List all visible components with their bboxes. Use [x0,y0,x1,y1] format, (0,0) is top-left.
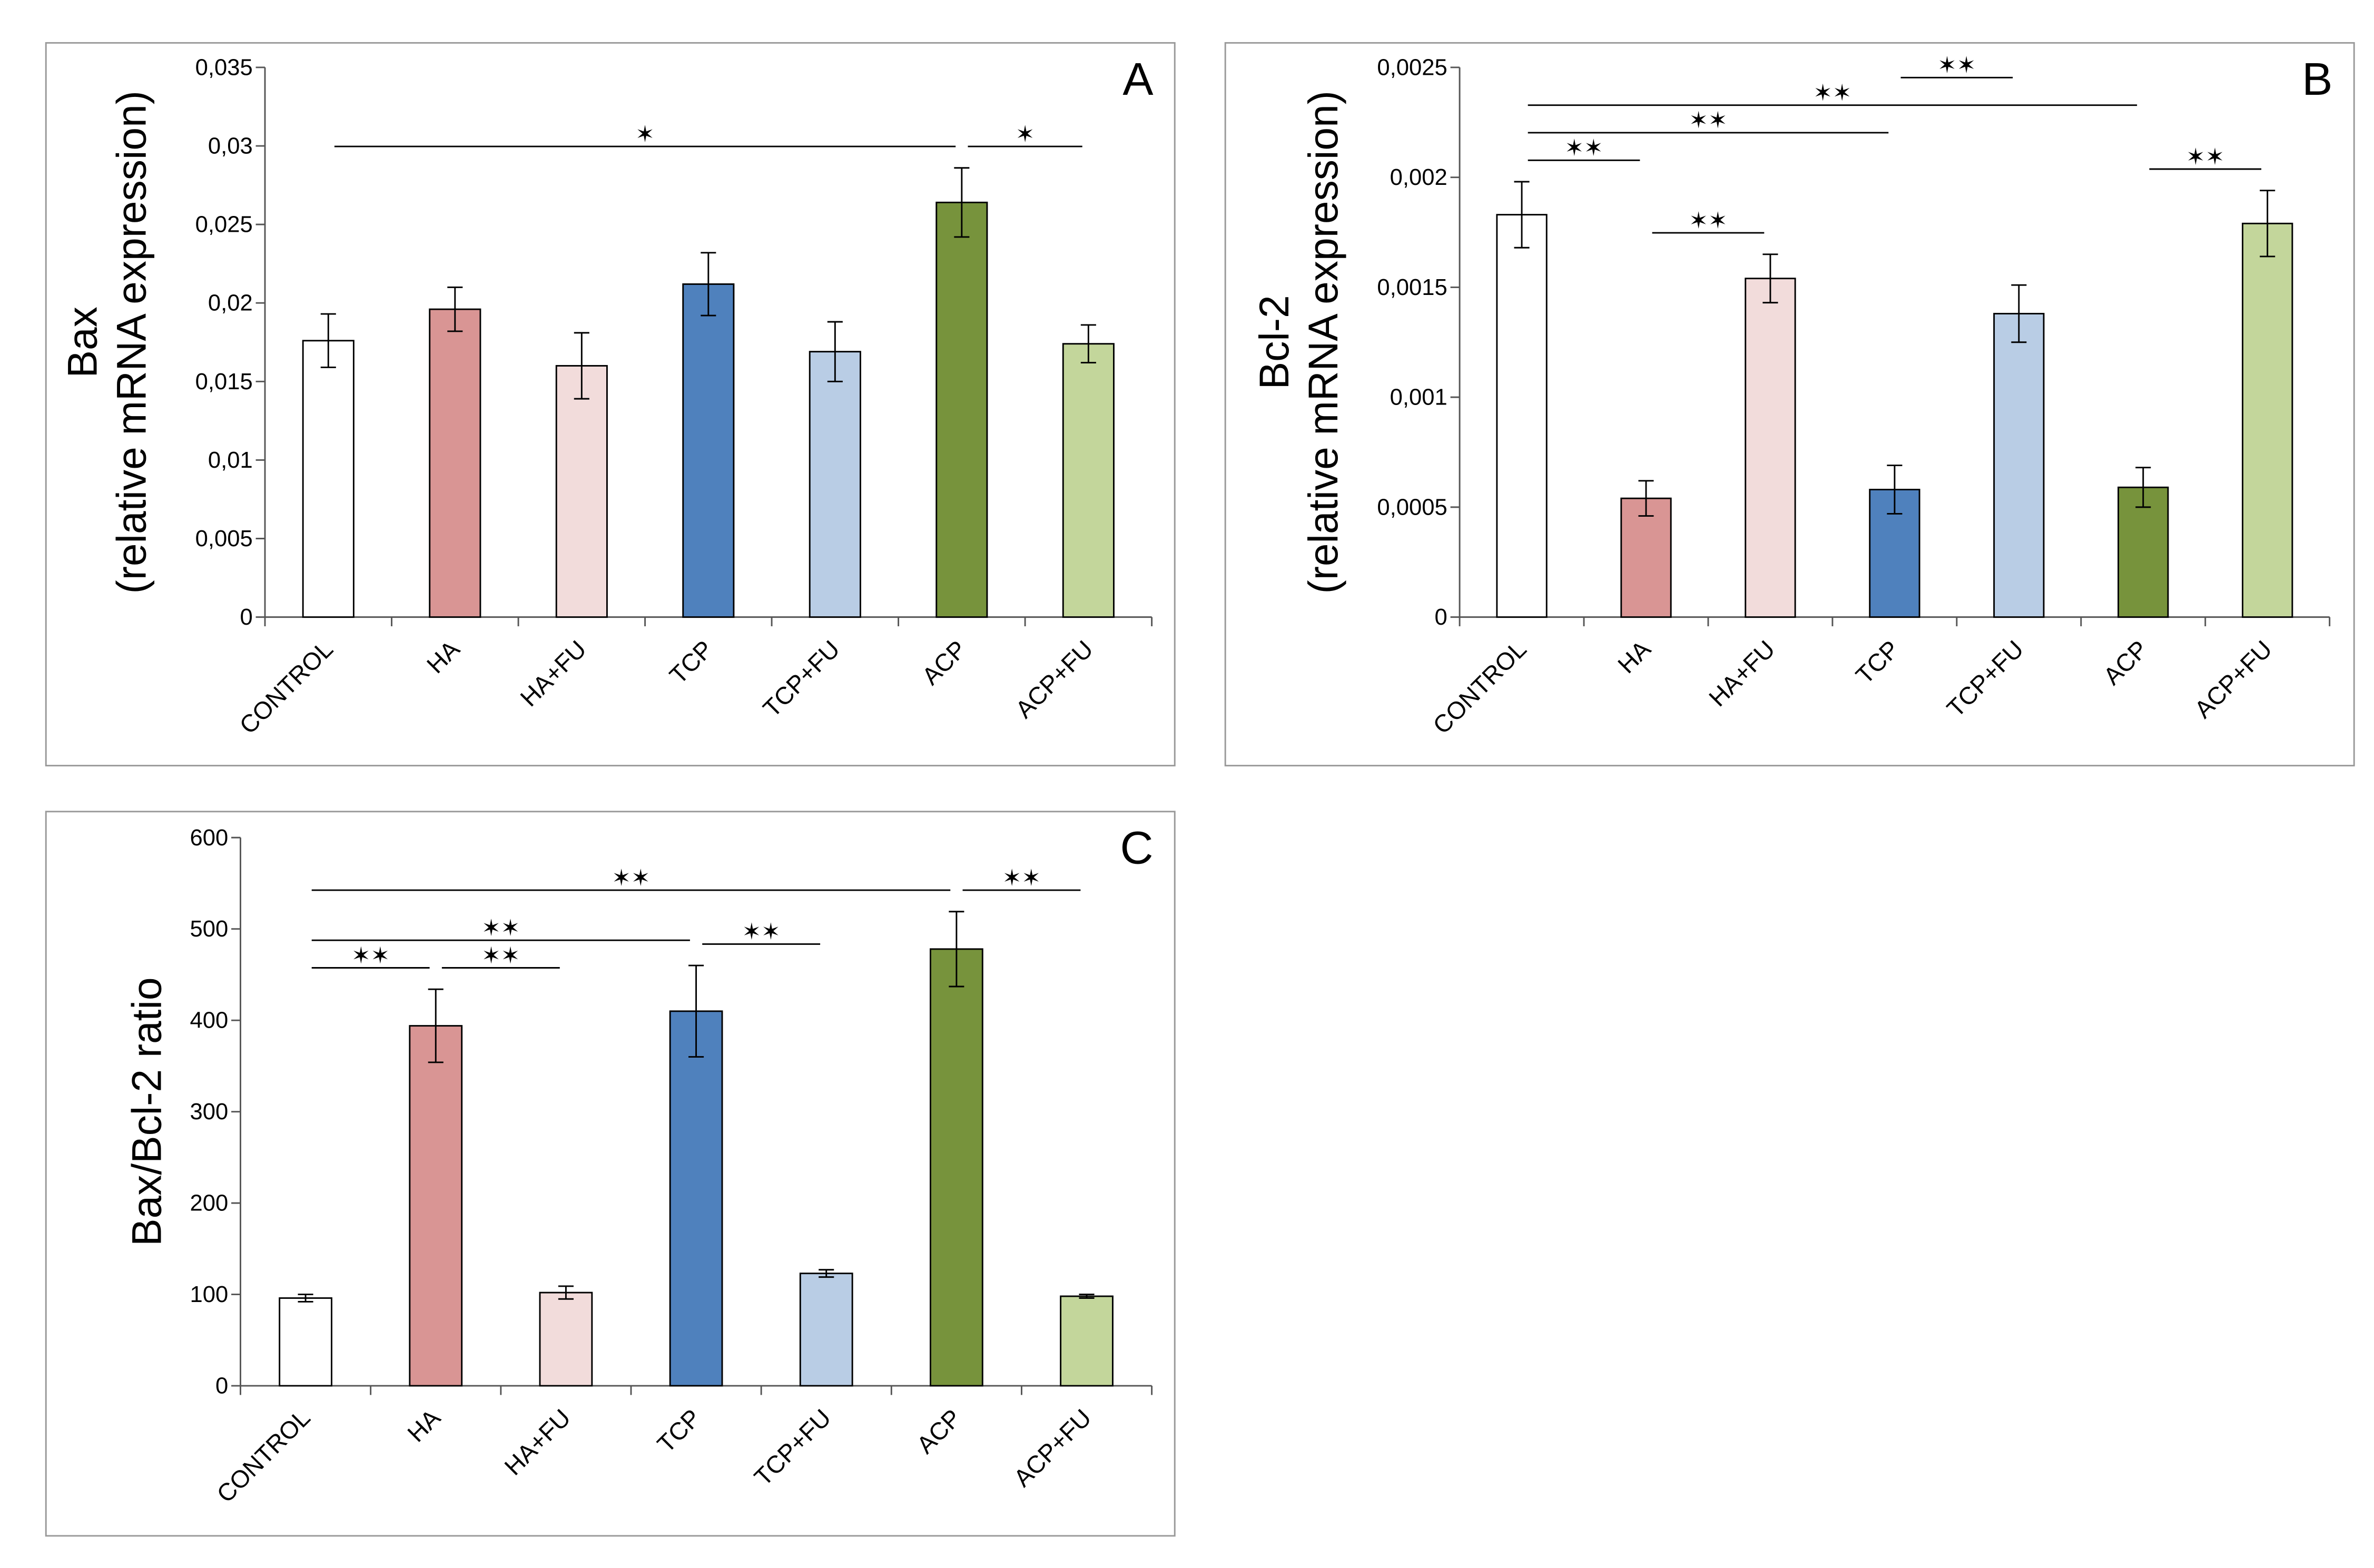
y-tick-label: 0,0005 [1377,495,1447,520]
error-bar [428,988,444,1063]
y-tick-label: 100 [190,1282,228,1307]
bar [929,948,983,1387]
significance-marker: ✶✶ [481,943,520,969]
bar [799,1273,853,1387]
bar [1060,1295,1114,1387]
bar [539,1291,593,1387]
panel-label: B [2302,54,2332,105]
bar [1062,343,1115,618]
panel-label: C [1120,823,1154,874]
y-axis-label: Bcl-2 [1251,295,1297,389]
y-tick-label: 200 [190,1191,228,1216]
bar [2242,222,2293,618]
bar [1745,278,1796,618]
significance-marker: ✶✶ [1689,208,1727,234]
error-bar [2260,190,2276,258]
bar [279,1297,332,1387]
significance-marker: ✶✶ [1002,865,1041,891]
significance-marker: ✶✶ [351,943,390,969]
error-bar [320,313,336,368]
bar [555,365,608,618]
panel-label: A [1122,54,1153,105]
y-axis-label: Bax/Bcl-2 ratio [124,977,170,1246]
bar [1993,313,2045,618]
y-tick-label: 0,03 [208,134,253,159]
error-bar [1514,181,1530,249]
y-tick-label: 0 [1435,605,1447,630]
y-tick-label: 0,035 [195,55,253,80]
y-tick-label: 0,0015 [1377,275,1447,300]
y-tick-label: 0 [240,605,253,630]
significance-marker: ✶✶ [612,865,650,891]
y-tick-label: 600 [190,825,228,851]
error-bar [819,1269,834,1278]
error-bar [1762,253,1778,304]
significance-marker: ✶✶ [2186,144,2224,170]
y-tick-label: 0,02 [208,291,253,316]
y-tick-label: 0,005 [195,526,253,551]
y-tick-label: 500 [190,916,228,942]
y-tick-label: 0 [215,1374,228,1399]
error-bar [1887,465,1903,515]
panel-frame [45,811,1176,1537]
error-bar [1638,480,1654,517]
bar [682,283,735,618]
y-axis-label: (relative mRNA expression) [1300,91,1346,594]
error-bar [574,332,589,400]
y-tick-label: 300 [190,1099,228,1125]
bar [409,1025,463,1387]
y-tick-label: 400 [190,1008,228,1033]
y-tick-label: 0,01 [208,448,253,473]
y-tick-label: 0,001 [1390,385,1447,410]
error-bar [2011,284,2027,343]
significance-marker: ✶✶ [1813,80,1851,106]
y-tick-label: 0,015 [195,369,253,395]
error-bar [827,321,843,382]
error-bar [447,286,463,332]
error-bar [701,252,716,317]
error-bar [688,964,704,1058]
y-tick-label: 0,0025 [1377,55,1447,80]
error-bar [298,1294,313,1303]
significance-marker: ✶ [1016,121,1035,147]
bar [302,340,354,618]
panel-frame [45,42,1176,767]
error-bar [2135,467,2151,508]
error-bar [1079,1294,1095,1299]
significance-marker: ✶✶ [742,919,781,945]
bar [429,308,481,618]
significance-marker: ✶✶ [1564,135,1603,162]
y-tick-label: 0,025 [195,212,253,238]
y-axis-label: Bax [60,307,106,378]
bar [1496,214,1548,618]
significance-marker: ✶✶ [481,915,520,941]
significance-marker: ✶✶ [1937,53,1976,79]
error-bar [558,1285,574,1300]
y-axis-label: (relative mRNA expression) [109,91,155,594]
error-bar [954,167,970,238]
bar [809,351,861,618]
panel-frame [1224,42,2355,767]
error-bar [949,911,964,988]
y-tick-label: 0,002 [1390,165,1447,190]
bar [669,1010,723,1387]
significance-marker: ✶✶ [1689,107,1727,134]
bar [1620,497,1672,618]
bar [935,201,988,618]
error-bar [1080,324,1096,363]
significance-marker: ✶ [635,121,655,147]
